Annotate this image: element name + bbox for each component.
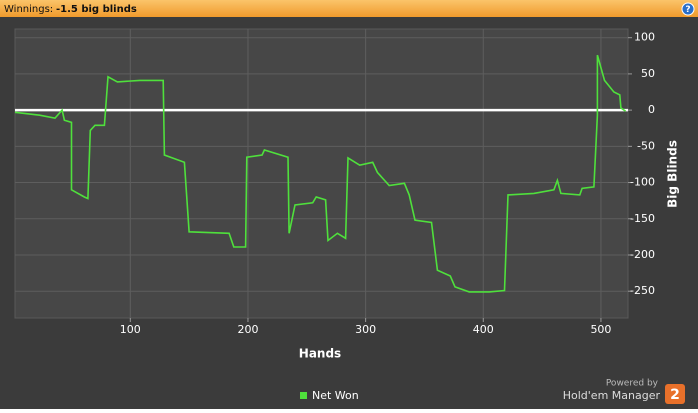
y-tick-label: 50 — [641, 67, 655, 80]
x-tick-label: 100 — [120, 323, 141, 336]
help-icon[interactable] — [681, 2, 695, 16]
y-tick-label: -100 — [630, 176, 655, 189]
y-tick-label: 0 — [648, 103, 655, 116]
header-bar — [0, 0, 698, 17]
x-tick-label: 400 — [473, 323, 494, 336]
y-tick-label: -200 — [630, 248, 655, 261]
product-badge — [665, 384, 685, 404]
x-tick-label: 300 — [355, 323, 376, 336]
y-tick-label: -250 — [630, 284, 655, 297]
y-tick-label: 100 — [634, 31, 655, 44]
x-tick-label: 200 — [237, 323, 258, 336]
legend-swatch — [300, 392, 307, 399]
series-line — [14, 54, 627, 293]
y-tick-label: -50 — [637, 139, 655, 152]
x-axis-title: Hands — [299, 347, 341, 361]
plot-area — [14, 28, 629, 319]
powered-by: Powered by — [606, 379, 659, 389]
x-tick-label: 500 — [590, 323, 611, 336]
y-tick-label: -150 — [630, 212, 655, 225]
help-icon-text[interactable]: ? — [685, 5, 690, 15]
header-label: Winnings: — [4, 4, 53, 15]
header-value: -1.5 big blinds — [56, 4, 137, 15]
legend-label: Net Won — [312, 389, 359, 402]
y-axis-title: Big Blinds — [666, 140, 680, 208]
product-name: Hold'em Manager — [563, 389, 661, 402]
product-badge-text: 2 — [670, 387, 680, 403]
